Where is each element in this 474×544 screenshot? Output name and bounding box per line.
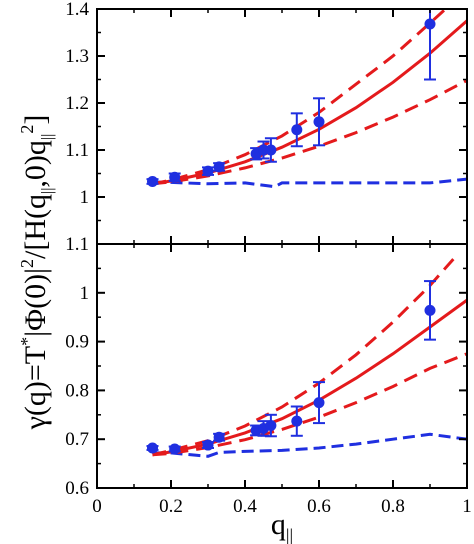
top-dashed-blue-series (152, 177, 467, 189)
bottom-data-point-1 (169, 443, 181, 455)
bottom-x-tick-label-1: 0.2 (159, 496, 183, 517)
top-data-point-3 (213, 161, 225, 173)
bottom-plot-area (146, 255, 467, 458)
top-data-point-0 (147, 175, 158, 187)
top-y-tick-label-2: 1.2 (65, 93, 89, 114)
bottom-panel: 0.6 0.7 0.8 0.9 1 1.1 0 0.2 0.4 0.6 0.8 1 (65, 234, 472, 517)
bottom-y-tick-label-0: 0.6 (65, 478, 89, 499)
bottom-data-point-8 (313, 397, 325, 409)
bottom-x-tick-label-2: 0.4 (233, 496, 257, 517)
top-panel: 1 1.1 1.2 1.3 1.4 (65, 0, 468, 245)
bottom-data-point-2 (202, 439, 214, 451)
top-data-point-8 (313, 116, 325, 128)
top-plot-frame (96, 8, 468, 245)
bottom-data-point-3 (213, 431, 225, 443)
bottom-dashed-blue-series (152, 432, 467, 458)
top-y-tick-label-3: 1.3 (65, 46, 89, 67)
top-y-tick-label-0: 1 (80, 187, 90, 208)
y-axis-title: γ(q)=T*|Φ(0)|2/[H(q||,0)q||2] (17, 115, 56, 431)
top-y-tick-label-4: 1.4 (65, 0, 89, 20)
bottom-x-tick-label-0: 0 (92, 496, 102, 517)
bottom-x-tick-label-4: 0.8 (381, 496, 405, 517)
bottom-fit-upper-series (152, 255, 458, 457)
x-axis-title: q|| (271, 508, 293, 544)
top-fit-solid-series (152, 19, 467, 186)
top-data-point-2 (202, 165, 214, 177)
top-data-point-1 (169, 171, 181, 183)
bottom-data-point-9 (424, 304, 436, 316)
top-plot-area (146, 9, 467, 189)
top-data-point-9 (424, 18, 436, 30)
bottom-y-tick-label-2: 0.8 (65, 380, 89, 401)
bottom-data-point-0 (147, 442, 158, 454)
top-fit-upper-series (152, 9, 448, 186)
top-y-tick-label-1: 1.1 (65, 140, 89, 161)
bottom-y-tick-label-1: 0.7 (65, 429, 89, 450)
top-fit-lower-series (152, 79, 467, 186)
bottom-data-point-6 (265, 420, 277, 432)
bottom-data-point-7 (291, 415, 303, 427)
bottom-x-tick-label-5: 1 (462, 496, 472, 517)
bottom-y-tick-label-5: 1.1 (65, 234, 89, 255)
bottom-fit-solid-series (152, 298, 467, 457)
bottom-fit-lower-series (152, 352, 467, 457)
bottom-y-tick-label-4: 1 (80, 283, 90, 304)
top-data-point-7 (291, 124, 303, 136)
bottom-y-tick-label-3: 0.9 (65, 332, 89, 353)
bottom-x-tick-label-3: 0.6 (307, 496, 331, 517)
top-data-point-6 (265, 144, 277, 156)
